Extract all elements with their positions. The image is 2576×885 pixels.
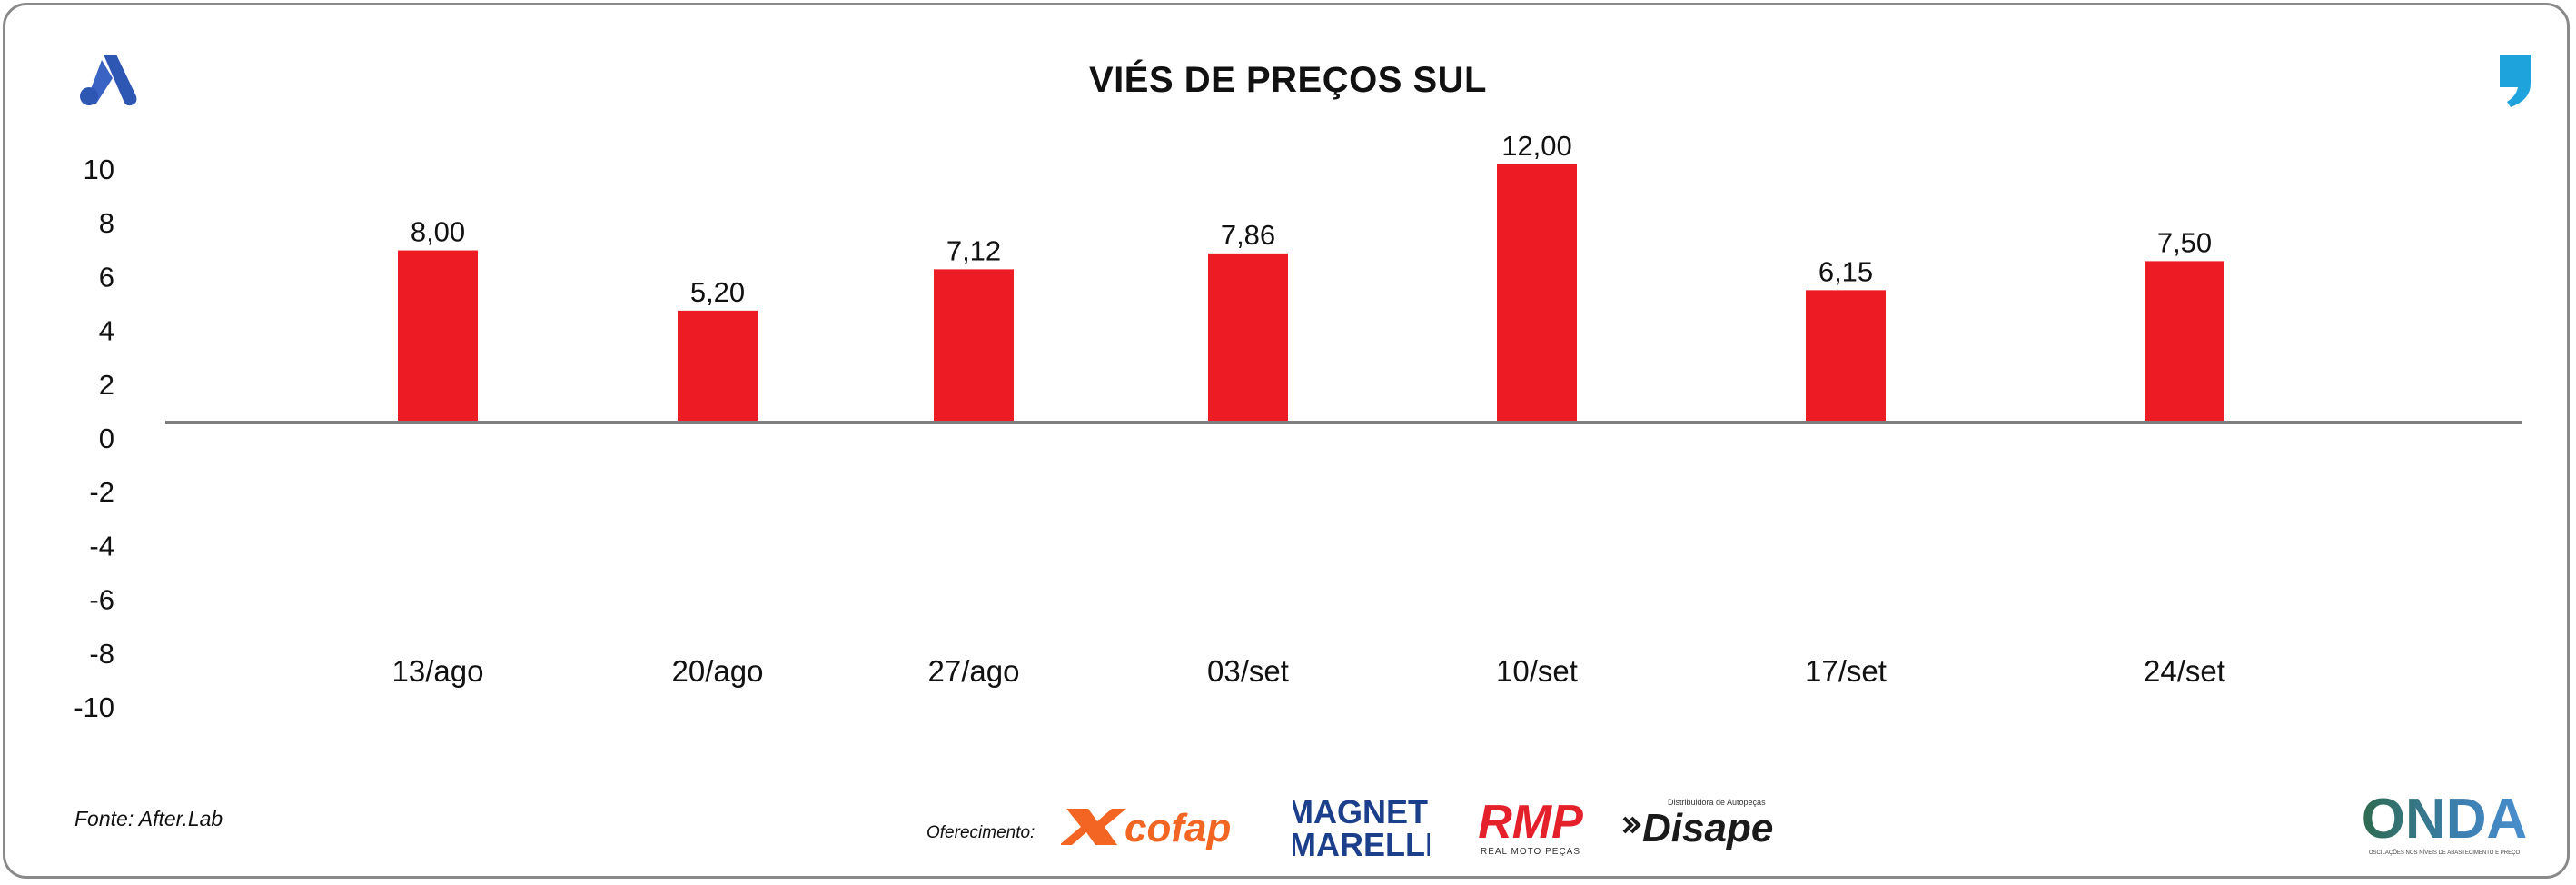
source-note: Fonte: After.Lab — [74, 807, 223, 830]
data-label: 5,20 — [690, 276, 745, 308]
y-tick-label: -6 — [89, 584, 114, 616]
rmp-text: RMP — [1478, 796, 1583, 849]
magneti-marelli-logo: MAGNETI MARELLI — [1293, 793, 1430, 861]
y-tick-label: 8 — [99, 207, 114, 239]
data-label: 8,00 — [411, 216, 465, 248]
x-tick-label: 27/ago — [928, 654, 1020, 688]
x-tick-label: 20/ago — [672, 654, 764, 688]
y-tick-label: 2 — [99, 369, 114, 401]
bar — [1208, 253, 1288, 423]
bar — [398, 250, 478, 423]
x-tick-label: 13/ago — [392, 654, 484, 688]
y-tick-label: 0 — [99, 423, 114, 454]
bar — [678, 310, 758, 423]
cofap-logo: cofap — [1061, 806, 1231, 850]
bar — [934, 269, 1014, 423]
bar — [2145, 261, 2224, 423]
y-tick-label: 6 — [99, 261, 114, 293]
disape-text: Disape — [1642, 806, 1773, 850]
chart-frame — [3, 3, 2570, 879]
bar — [1806, 290, 1886, 423]
y-tick-label: -2 — [89, 476, 114, 508]
sponsor-label: Oferecimento: — [926, 823, 1035, 842]
data-label: 12,00 — [1501, 130, 1572, 162]
chart-title: VIÉS DE PREÇOS SUL — [1089, 60, 1487, 100]
comma-quote-icon — [2500, 55, 2531, 107]
data-label: 7,86 — [1221, 219, 1275, 251]
x-tick-label: 10/set — [1496, 654, 1578, 688]
y-tick-label: 4 — [99, 315, 114, 347]
x-tick-label: 17/set — [1805, 654, 1887, 688]
data-label: 6,15 — [1818, 255, 1873, 287]
y-tick-label: -4 — [89, 530, 114, 562]
cofap-text: cofap — [1125, 806, 1231, 850]
onda-text: ONDA — [2362, 789, 2528, 850]
onda-logo: ONDA OSCILAÇÕES NOS NÍVEIS DE ABASTECIME… — [2362, 789, 2528, 856]
y-tick-label: -10 — [74, 691, 114, 723]
data-label: 7,12 — [946, 234, 1001, 266]
x-tick-label: 03/set — [1207, 654, 1289, 688]
magneti-line1: MAGNETI — [1293, 793, 1430, 830]
bar-chart: 10 8 6 4 2 0 -2 -4 -6 -8 -10 8,00 13/ago 5,20 20/ago 7,… — [74, 130, 2522, 723]
y-tick-label: 10 — [84, 154, 114, 185]
disape-subtext: Distribuidora de Autopeças — [1668, 798, 1766, 807]
disape-logo: Distribuidora de Autopeças Disape — [1622, 798, 1773, 850]
onda-subtext: OSCILAÇÕES NOS NÍVEIS DE ABASTECIMENTO E… — [2369, 850, 2521, 856]
bar — [1497, 164, 1577, 423]
rmp-logo: RMP REAL MOTO PEÇAS — [1478, 796, 1583, 857]
y-tick-label: -8 — [89, 638, 114, 670]
magneti-line2: MARELLI — [1293, 826, 1430, 861]
x-tick-label: 24/set — [2144, 654, 2225, 688]
after-lab-logo-icon — [80, 55, 137, 106]
data-label: 7,50 — [2157, 226, 2212, 258]
rmp-subtext: REAL MOTO PEÇAS — [1481, 847, 1580, 857]
